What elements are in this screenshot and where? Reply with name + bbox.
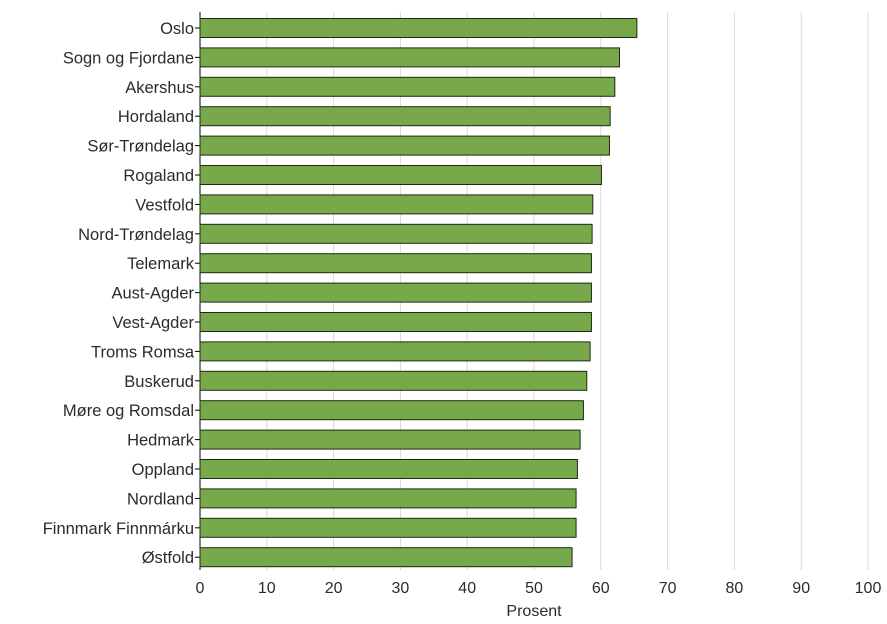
category-label: Oslo bbox=[160, 20, 194, 38]
x-tick-label: 70 bbox=[659, 580, 677, 597]
bar bbox=[199, 282, 592, 303]
bar bbox=[199, 253, 592, 274]
bar bbox=[199, 547, 573, 568]
bars-layer bbox=[199, 18, 638, 568]
category-label: Telemark bbox=[127, 255, 195, 273]
category-label: Troms Romsa bbox=[91, 343, 195, 361]
category-label: Aust-Agder bbox=[111, 285, 194, 303]
category-label: Hordaland bbox=[118, 108, 194, 126]
category-label: Oppland bbox=[132, 461, 194, 479]
bar bbox=[199, 517, 577, 538]
category-label: Møre og Romsdal bbox=[63, 402, 194, 420]
x-tick-label: 30 bbox=[392, 580, 410, 597]
x-tick-label: 60 bbox=[592, 580, 610, 597]
bar bbox=[199, 459, 578, 479]
x-tick-label: 20 bbox=[325, 580, 343, 597]
bar bbox=[199, 165, 602, 185]
bar bbox=[199, 488, 577, 509]
x-tick-label: 10 bbox=[258, 580, 276, 597]
bar bbox=[199, 312, 592, 332]
x-tick-label: 0 bbox=[196, 580, 205, 597]
x-axis-title: Prosent bbox=[506, 603, 562, 619]
category-label: Østfold bbox=[142, 549, 194, 567]
category-label: Nord-Trøndelag bbox=[78, 226, 194, 244]
category-label: Vest-Agder bbox=[112, 314, 194, 332]
bar bbox=[199, 400, 584, 421]
x-tick-label: 80 bbox=[726, 580, 744, 597]
bar bbox=[199, 429, 581, 450]
x-tick-label: 50 bbox=[525, 580, 543, 597]
category-label: Hedmark bbox=[127, 432, 195, 450]
category-label: Sogn og Fjordane bbox=[63, 49, 194, 67]
bar bbox=[199, 341, 591, 362]
bar bbox=[199, 135, 610, 156]
bar bbox=[199, 76, 616, 97]
x-tick-label: 40 bbox=[458, 580, 476, 597]
labels-layer: 0 10 20 30 40 50 60 70 80 90 100 Oslo Sogn og Fjorda… bbox=[43, 20, 882, 597]
category-label: Buskerud bbox=[124, 373, 194, 391]
category-label: Vestfold bbox=[135, 196, 194, 214]
bar bbox=[199, 18, 638, 38]
category-label: Akershus bbox=[125, 79, 194, 97]
category-label: Rogaland bbox=[123, 167, 194, 185]
bar bbox=[199, 223, 593, 244]
category-label: Sør-Trøndelag bbox=[87, 138, 194, 156]
x-tick-label: 100 bbox=[855, 580, 882, 597]
bar bbox=[199, 194, 594, 215]
category-label: Nordland bbox=[127, 490, 194, 508]
category-label: Finnmark Finnmárku bbox=[43, 520, 194, 538]
bar bbox=[199, 47, 621, 68]
bar bbox=[199, 370, 588, 391]
bar bbox=[199, 106, 611, 127]
x-tick-label: 90 bbox=[792, 580, 810, 597]
